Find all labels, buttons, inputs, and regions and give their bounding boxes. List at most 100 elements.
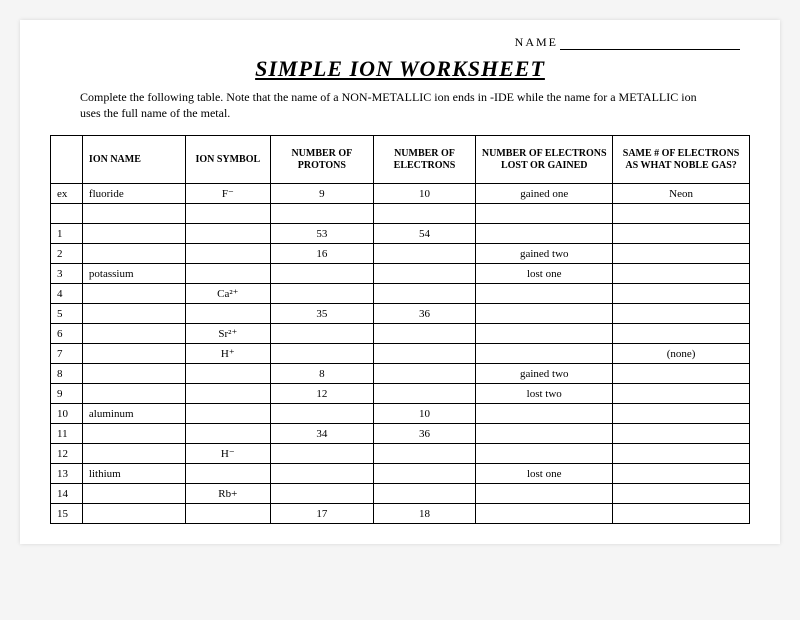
- ion-symbol-cell[interactable]: [185, 244, 271, 264]
- row-number[interactable]: 13: [51, 464, 83, 484]
- ion-symbol-cell[interactable]: [185, 384, 271, 404]
- protons-cell[interactable]: 9: [271, 184, 374, 204]
- protons-cell[interactable]: 53: [271, 224, 374, 244]
- noble-gas-cell[interactable]: [613, 404, 750, 424]
- ion-name-cell[interactable]: [82, 344, 185, 364]
- noble-gas-cell[interactable]: [613, 304, 750, 324]
- lost-gained-cell[interactable]: lost two: [476, 384, 613, 404]
- ion-symbol-cell[interactable]: [185, 304, 271, 324]
- protons-cell[interactable]: 16: [271, 244, 374, 264]
- ion-name-cell[interactable]: lithium: [82, 464, 185, 484]
- electrons-cell[interactable]: [373, 344, 476, 364]
- ion-symbol-cell[interactable]: Sr²⁺: [185, 324, 271, 344]
- protons-cell[interactable]: 8: [271, 364, 374, 384]
- noble-gas-cell[interactable]: [613, 504, 750, 524]
- ion-name-cell[interactable]: [82, 284, 185, 304]
- noble-gas-cell[interactable]: [613, 384, 750, 404]
- ion-name-cell[interactable]: [82, 484, 185, 504]
- electrons-cell[interactable]: [373, 484, 476, 504]
- protons-cell[interactable]: [271, 444, 374, 464]
- ion-symbol-cell[interactable]: [185, 424, 271, 444]
- row-number[interactable]: 1: [51, 224, 83, 244]
- protons-cell[interactable]: [271, 204, 374, 224]
- protons-cell[interactable]: [271, 404, 374, 424]
- row-number[interactable]: 9: [51, 384, 83, 404]
- ion-name-cell[interactable]: aluminum: [82, 404, 185, 424]
- ion-symbol-cell[interactable]: F⁻: [185, 184, 271, 204]
- electrons-cell[interactable]: 10: [373, 404, 476, 424]
- protons-cell[interactable]: 35: [271, 304, 374, 324]
- electrons-cell[interactable]: 18: [373, 504, 476, 524]
- lost-gained-cell[interactable]: [476, 344, 613, 364]
- lost-gained-cell[interactable]: [476, 444, 613, 464]
- noble-gas-cell[interactable]: [613, 424, 750, 444]
- lost-gained-cell[interactable]: [476, 504, 613, 524]
- noble-gas-cell[interactable]: [613, 204, 750, 224]
- protons-cell[interactable]: 34: [271, 424, 374, 444]
- ion-name-cell[interactable]: [82, 444, 185, 464]
- row-number[interactable]: 5: [51, 304, 83, 324]
- noble-gas-cell[interactable]: [613, 264, 750, 284]
- electrons-cell[interactable]: [373, 464, 476, 484]
- electrons-cell[interactable]: [373, 324, 476, 344]
- protons-cell[interactable]: [271, 344, 374, 364]
- electrons-cell[interactable]: 36: [373, 304, 476, 324]
- ion-symbol-cell[interactable]: H⁺: [185, 344, 271, 364]
- lost-gained-cell[interactable]: gained two: [476, 364, 613, 384]
- ion-name-cell[interactable]: [82, 384, 185, 404]
- ion-name-cell[interactable]: [82, 244, 185, 264]
- ion-symbol-cell[interactable]: [185, 404, 271, 424]
- ion-name-cell[interactable]: [82, 324, 185, 344]
- ion-name-cell[interactable]: [82, 204, 185, 224]
- ion-symbol-cell[interactable]: [185, 364, 271, 384]
- ion-symbol-cell[interactable]: [185, 204, 271, 224]
- lost-gained-cell[interactable]: gained one: [476, 184, 613, 204]
- row-number[interactable]: 14: [51, 484, 83, 504]
- lost-gained-cell[interactable]: [476, 284, 613, 304]
- protons-cell[interactable]: [271, 284, 374, 304]
- lost-gained-cell[interactable]: gained two: [476, 244, 613, 264]
- noble-gas-cell[interactable]: [613, 364, 750, 384]
- row-number[interactable]: 15: [51, 504, 83, 524]
- noble-gas-cell[interactable]: [613, 464, 750, 484]
- lost-gained-cell[interactable]: [476, 204, 613, 224]
- noble-gas-cell[interactable]: Neon: [613, 184, 750, 204]
- electrons-cell[interactable]: 36: [373, 424, 476, 444]
- row-number[interactable]: 2: [51, 244, 83, 264]
- row-number[interactable]: [51, 204, 83, 224]
- ion-symbol-cell[interactable]: Rb+: [185, 484, 271, 504]
- ion-symbol-cell[interactable]: Ca²⁺: [185, 284, 271, 304]
- ion-name-cell[interactable]: [82, 224, 185, 244]
- ion-symbol-cell[interactable]: H⁻: [185, 444, 271, 464]
- noble-gas-cell[interactable]: [613, 284, 750, 304]
- protons-cell[interactable]: 12: [271, 384, 374, 404]
- electrons-cell[interactable]: [373, 264, 476, 284]
- ion-symbol-cell[interactable]: [185, 464, 271, 484]
- row-number[interactable]: 11: [51, 424, 83, 444]
- ion-name-cell[interactable]: potassium: [82, 264, 185, 284]
- ion-name-cell[interactable]: [82, 364, 185, 384]
- ion-name-cell[interactable]: [82, 424, 185, 444]
- protons-cell[interactable]: [271, 464, 374, 484]
- row-number[interactable]: 4: [51, 284, 83, 304]
- lost-gained-cell[interactable]: lost one: [476, 264, 613, 284]
- lost-gained-cell[interactable]: [476, 224, 613, 244]
- lost-gained-cell[interactable]: [476, 424, 613, 444]
- lost-gained-cell[interactable]: [476, 304, 613, 324]
- row-number[interactable]: 6: [51, 324, 83, 344]
- noble-gas-cell[interactable]: [613, 224, 750, 244]
- electrons-cell[interactable]: [373, 384, 476, 404]
- electrons-cell[interactable]: [373, 204, 476, 224]
- ion-symbol-cell[interactable]: [185, 264, 271, 284]
- electrons-cell[interactable]: 54: [373, 224, 476, 244]
- protons-cell[interactable]: [271, 484, 374, 504]
- row-number[interactable]: 12: [51, 444, 83, 464]
- noble-gas-cell[interactable]: [613, 324, 750, 344]
- electrons-cell[interactable]: [373, 284, 476, 304]
- protons-cell[interactable]: [271, 324, 374, 344]
- ion-symbol-cell[interactable]: [185, 504, 271, 524]
- lost-gained-cell[interactable]: [476, 404, 613, 424]
- row-number[interactable]: 3: [51, 264, 83, 284]
- ion-name-cell[interactable]: [82, 504, 185, 524]
- lost-gained-cell[interactable]: [476, 324, 613, 344]
